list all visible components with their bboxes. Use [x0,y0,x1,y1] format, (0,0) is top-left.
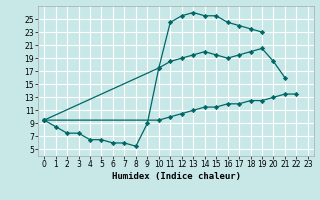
X-axis label: Humidex (Indice chaleur): Humidex (Indice chaleur) [111,172,241,181]
